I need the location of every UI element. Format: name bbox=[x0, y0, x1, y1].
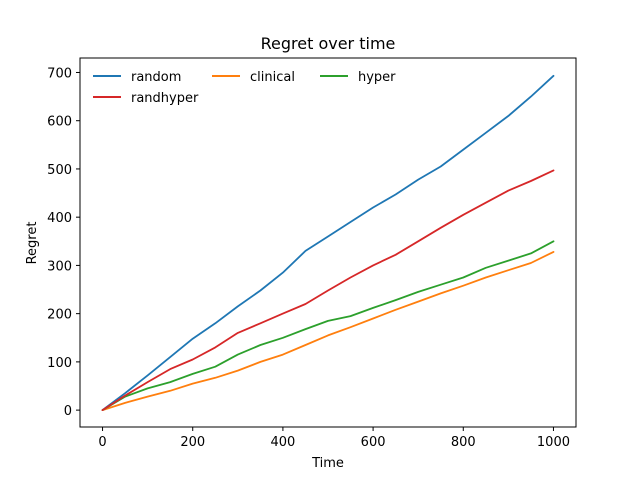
x-tick-label: 400 bbox=[270, 435, 295, 450]
x-tick-label: 600 bbox=[361, 435, 386, 450]
y-tick-label: 400 bbox=[47, 211, 72, 226]
y-tick-label: 700 bbox=[47, 66, 72, 81]
plot-area-frame bbox=[79, 57, 577, 428]
y-tick-label: 200 bbox=[47, 308, 72, 323]
x-axis-label: Time bbox=[311, 456, 344, 471]
y-tick-label: 100 bbox=[47, 356, 72, 371]
legend-label-hyper: hyper bbox=[358, 70, 396, 85]
y-axis: 0 100 200 300 400 500 600 700 bbox=[47, 66, 80, 419]
series-line-hyper bbox=[101, 240, 555, 412]
y-tick-label: 300 bbox=[47, 259, 72, 274]
y-axis-label: Regret bbox=[25, 222, 40, 265]
x-tick-label: 0 bbox=[98, 435, 106, 450]
series-layer bbox=[101, 74, 555, 412]
series-line-clinical bbox=[101, 250, 555, 412]
legend-label-random: random bbox=[131, 70, 181, 85]
x-axis: 0 200 400 600 800 1000 bbox=[98, 427, 570, 450]
x-tick-label: 1000 bbox=[537, 435, 570, 450]
legend-label-clinical: clinical bbox=[250, 70, 295, 85]
x-tick-label: 800 bbox=[451, 435, 476, 450]
y-tick-label: 600 bbox=[47, 115, 72, 130]
y-tick-label: 0 bbox=[64, 404, 72, 419]
chart-title: Regret over time bbox=[261, 34, 396, 53]
series-line-randhyper bbox=[101, 169, 555, 412]
legend-label-randhyper: randhyper bbox=[131, 91, 199, 106]
y-tick-label: 500 bbox=[47, 163, 72, 178]
x-tick-label: 200 bbox=[180, 435, 205, 450]
legend: random clinical hyper randhyper bbox=[93, 70, 396, 106]
series-line-random bbox=[101, 74, 555, 412]
